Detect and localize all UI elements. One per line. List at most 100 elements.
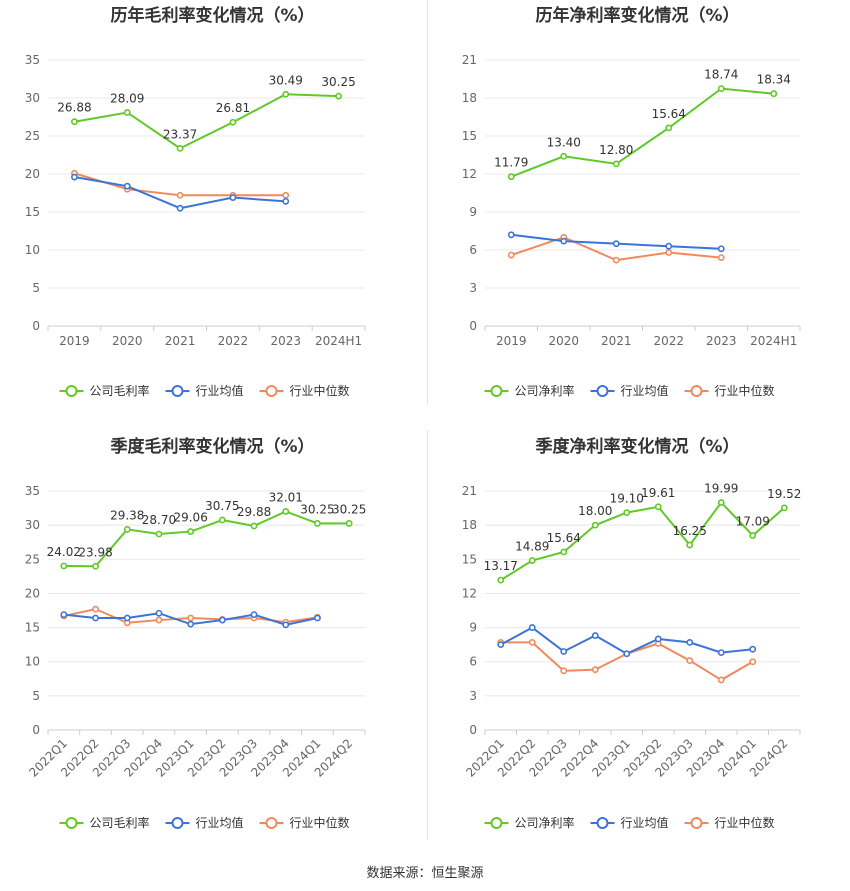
data-point-company xyxy=(686,541,694,549)
series-line-company xyxy=(510,87,774,178)
data-point-company xyxy=(123,525,131,533)
x-tick-label: 2020 xyxy=(548,334,579,348)
data-point-avg xyxy=(314,614,321,622)
y-tick-label: 35 xyxy=(25,53,40,67)
y-tick-label: 25 xyxy=(25,129,40,143)
y-tick-label: 5 xyxy=(32,689,40,703)
data-label: 29.88 xyxy=(237,505,271,519)
data-point-avg xyxy=(176,204,184,212)
data-point-company xyxy=(770,90,778,98)
data-label: 30.75 xyxy=(205,499,239,513)
data-point-median xyxy=(92,605,99,613)
legend-marker-icon xyxy=(690,385,703,397)
y-tick-label: 21 xyxy=(462,53,477,67)
data-point-company xyxy=(560,152,568,160)
legend-marker-icon xyxy=(171,817,184,829)
data-point-company xyxy=(314,520,321,527)
data-point-avg xyxy=(218,616,226,624)
data-point-avg xyxy=(528,624,536,631)
data-point-company xyxy=(654,503,662,511)
data-point-company xyxy=(60,562,68,570)
data-point-median xyxy=(686,657,694,664)
data-label: 16.25 xyxy=(673,524,707,538)
y-tick-label: 5 xyxy=(32,281,40,295)
y-tick-label: 0 xyxy=(32,319,40,333)
x-tick-label: 2024H1 xyxy=(315,334,362,348)
legend-marker-icon xyxy=(596,817,609,829)
data-label: 13.40 xyxy=(547,135,581,149)
annual-gross-margin-svg: 历年毛利率变化情况（%） 0 5 10 15 20 25 30 35 2019 2020 2021 20… xyxy=(25,5,366,398)
data-point-median xyxy=(560,667,568,675)
data-label: 18.34 xyxy=(757,73,791,87)
x-tick-label: 2023 xyxy=(706,334,737,348)
data-point-avg xyxy=(229,194,237,201)
data-point-company xyxy=(497,576,505,584)
quarter-gross-margin-svg: 季度毛利率变化情况（%）051015202530352022Q12022Q220… xyxy=(25,436,367,830)
data-point-avg xyxy=(187,620,195,628)
legend-label: 行业中位数 xyxy=(290,383,350,398)
series-line-avg xyxy=(500,626,753,655)
data-point-company xyxy=(187,528,195,535)
data-point-avg xyxy=(686,638,694,646)
data-point-company xyxy=(528,557,536,564)
legend-label: 公司净利率 xyxy=(515,815,575,830)
data-point-company xyxy=(250,522,258,530)
legend-label: 行业均值 xyxy=(621,815,669,830)
data-label: 15.64 xyxy=(652,107,686,121)
y-tick-label: 21 xyxy=(462,484,477,498)
legend-label: 行业均值 xyxy=(621,383,669,398)
y-tick-label: 20 xyxy=(25,167,40,181)
data-label: 19.61 xyxy=(641,486,675,500)
x-tick-label: 2024H1 xyxy=(750,334,797,348)
y-tick-label: 6 xyxy=(469,243,477,257)
legend-marker-icon xyxy=(690,817,703,829)
data-point-company xyxy=(282,508,290,515)
legend-marker-icon xyxy=(65,817,78,829)
chart-title: 历年毛利率变化情况（%） xyxy=(110,5,314,26)
y-tick-label: 18 xyxy=(462,518,477,532)
data-point-company xyxy=(612,160,620,168)
data-point-company xyxy=(507,173,515,181)
x-tick-label: 2019 xyxy=(496,334,527,348)
data-point-median xyxy=(665,249,673,256)
x-tick-label: 2019 xyxy=(59,334,90,348)
y-tick-label: 20 xyxy=(25,586,40,600)
data-point-company xyxy=(218,516,226,524)
data-point-avg xyxy=(60,611,68,618)
series-line-company xyxy=(500,500,785,581)
data-point-median xyxy=(282,191,290,199)
data-point-company xyxy=(155,530,163,538)
data-point-median xyxy=(176,191,184,199)
data-label: 30.25 xyxy=(300,502,334,516)
y-tick-label: 3 xyxy=(469,689,477,703)
data-point-company xyxy=(560,548,568,556)
y-tick-label: 10 xyxy=(25,243,40,257)
data-label: 17.09 xyxy=(736,514,770,528)
y-tick-label: 25 xyxy=(25,552,40,566)
data-point-avg xyxy=(282,197,290,205)
x-tick-label: 2020 xyxy=(112,334,143,348)
y-tick-label: 0 xyxy=(469,319,477,333)
data-point-avg xyxy=(282,621,290,629)
data-point-avg xyxy=(123,182,131,190)
data-point-company xyxy=(717,499,725,506)
y-tick-label: 15 xyxy=(462,129,477,143)
data-label: 28.70 xyxy=(142,513,176,527)
y-tick-label: 10 xyxy=(25,655,40,669)
data-label: 30.49 xyxy=(269,73,303,87)
chart-annual-net-margin: 历年净利率变化情况（%） 0 3 6 9 12 15 18 21 2019 2020 2021 2022… xyxy=(425,0,850,410)
x-tick-label: 2021 xyxy=(601,334,632,348)
legend-marker-icon xyxy=(265,385,278,397)
data-point-median xyxy=(749,658,757,666)
data-point-company xyxy=(780,504,788,512)
vertical-divider-bottom xyxy=(427,430,428,840)
legend-marker-icon xyxy=(596,385,609,397)
data-label: 19.99 xyxy=(704,481,738,495)
data-point-median xyxy=(717,676,725,684)
data-point-company xyxy=(345,520,353,527)
data-point-avg xyxy=(560,237,568,245)
legend-marker-icon xyxy=(265,817,278,829)
data-label: 30.25 xyxy=(332,502,366,516)
data-point-company xyxy=(623,509,631,517)
data-point-avg xyxy=(749,645,757,653)
